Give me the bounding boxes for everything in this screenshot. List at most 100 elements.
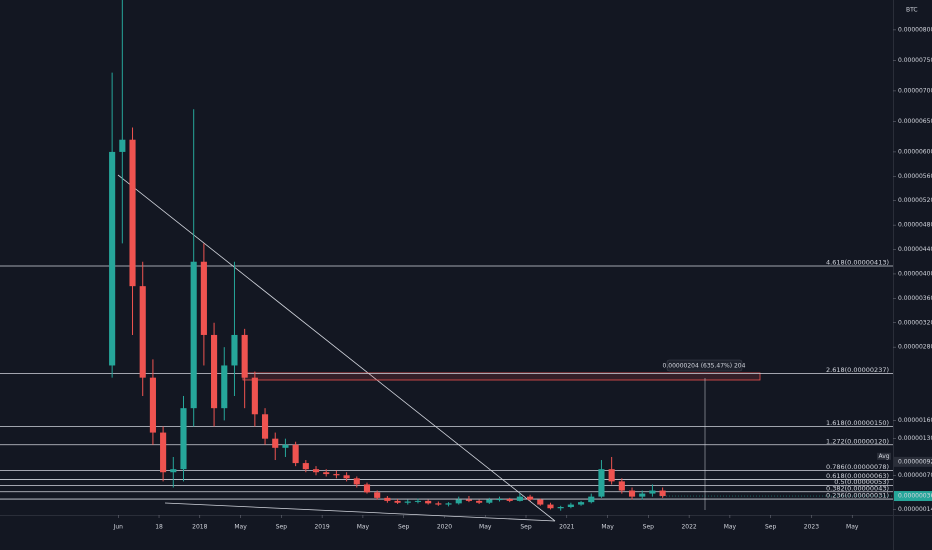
last-price-tag: [894, 491, 932, 502]
y-tick-label: 0.00000440: [898, 246, 932, 253]
y-tick-label: 0.00000800: [898, 26, 932, 33]
x-tick-label: Jun: [113, 524, 124, 531]
candle-body: [109, 151, 116, 366]
x-tick-label: Sep: [398, 524, 410, 531]
candle-body: [160, 432, 167, 473]
x-tick-label: 2023: [804, 524, 819, 531]
candle-body: [251, 377, 258, 415]
y-tick-label: 0.00000560: [898, 173, 932, 180]
candle-body: [618, 481, 625, 491]
x-tick-label: Sep: [765, 524, 777, 531]
candle-body: [527, 496, 534, 500]
candle-body: [455, 499, 462, 504]
candle-body: [496, 499, 503, 501]
candle-body: [384, 497, 391, 501]
candle-body: [139, 286, 146, 378]
candle-body: [557, 507, 564, 509]
trend-line: [164, 502, 556, 522]
x-tick-label: 2021: [559, 524, 574, 531]
candle-body: [649, 490, 656, 494]
x-tick-label: May: [234, 524, 247, 531]
x-tick-label: May: [601, 524, 614, 531]
y-tick-label: 0.00000650: [898, 118, 932, 125]
x-tick-label: May: [846, 524, 859, 531]
avg-name: Avg: [878, 453, 889, 460]
x-tick-label: 2018: [192, 524, 207, 531]
y-tick-label: 0.00000130: [898, 435, 932, 442]
fib-label: 0.382(0.00000043): [826, 484, 889, 492]
candle-body: [414, 500, 422, 502]
candle-body: [119, 139, 126, 152]
y-tick-label: 0.00000520: [898, 197, 932, 204]
candle-body: [302, 463, 309, 470]
candle-body: [282, 444, 289, 448]
candle-body: [608, 469, 615, 482]
candle-body: [241, 334, 248, 378]
fib-label: 1.272(0.00000120): [826, 437, 889, 445]
fib-label: 4.618(0.00000413): [826, 259, 889, 267]
candle-body: [221, 365, 228, 409]
y-tick-label: 0.00000700: [898, 87, 932, 94]
y-tick-label: 0.00000360: [898, 295, 932, 302]
y-tick-label: 0.00000600: [898, 148, 932, 155]
avg-tag: [877, 452, 891, 460]
candle-body: [506, 499, 513, 501]
y-tick-label: 0.00000070: [898, 472, 932, 479]
candle-body: [486, 499, 493, 503]
candle-body: [659, 490, 666, 497]
candle-body: [598, 469, 605, 497]
candle-body: [149, 377, 156, 433]
fib-label: 1.618(0.00000150): [826, 419, 889, 427]
measure-label: 0.00000204 (635.47%) 204: [663, 363, 746, 370]
candle-body: [272, 438, 279, 448]
x-tick-label: May: [479, 524, 492, 531]
candle-body: [170, 469, 177, 473]
candle-body: [363, 484, 371, 493]
candle-body: [211, 334, 218, 409]
candle-body: [516, 496, 523, 501]
candle-body: [628, 490, 636, 497]
trend-line: [117, 174, 556, 522]
x-tick-label: Sep: [520, 524, 532, 531]
candle-body: [261, 414, 269, 439]
measure-box: [666, 359, 743, 372]
x-tick-label: Sep: [276, 524, 288, 531]
y-tick-label: 0.00000400: [898, 270, 932, 277]
candle-body: [567, 504, 574, 508]
candle-body: [333, 474, 340, 476]
candle-body: [129, 139, 136, 287]
x-tick-label: 18: [155, 524, 163, 531]
y-tick-label: 0.00000320: [898, 319, 932, 326]
candle-body: [435, 503, 442, 505]
candle-body: [180, 408, 187, 470]
x-tick-label: 2020: [437, 524, 452, 531]
x-tick-label: 2022: [681, 524, 696, 531]
unit-label: BTC: [906, 7, 918, 14]
candle-body: [639, 493, 646, 497]
candle-body: [465, 499, 472, 501]
candle-body: [588, 496, 595, 503]
last-price-label: 0.00000036: [898, 493, 932, 500]
candle-body: [476, 500, 483, 503]
fib-label: 0.236(0.00000031): [826, 492, 889, 500]
candle-body: [353, 478, 360, 485]
x-tick-label: 2019: [314, 524, 329, 531]
candle-body: [292, 444, 299, 464]
fib-label: 2.618(0.00000237): [826, 366, 889, 374]
y-tick-label: 0.00000014: [898, 506, 932, 513]
candle-body: [425, 500, 432, 504]
x-tick-label: May: [357, 524, 370, 531]
candle-body: [343, 475, 350, 479]
candle-body: [190, 261, 197, 409]
candle-body: [445, 503, 452, 505]
x-tick-label: May: [724, 524, 737, 531]
y-tick-label: 0.00000750: [898, 57, 932, 64]
candle-body: [231, 334, 238, 366]
candle-body: [578, 502, 585, 505]
zone-box: [242, 372, 761, 381]
candle-body: [547, 504, 554, 509]
x-tick-label: Sep: [643, 524, 655, 531]
fib-label: 0.786(0.00000078): [826, 463, 889, 471]
